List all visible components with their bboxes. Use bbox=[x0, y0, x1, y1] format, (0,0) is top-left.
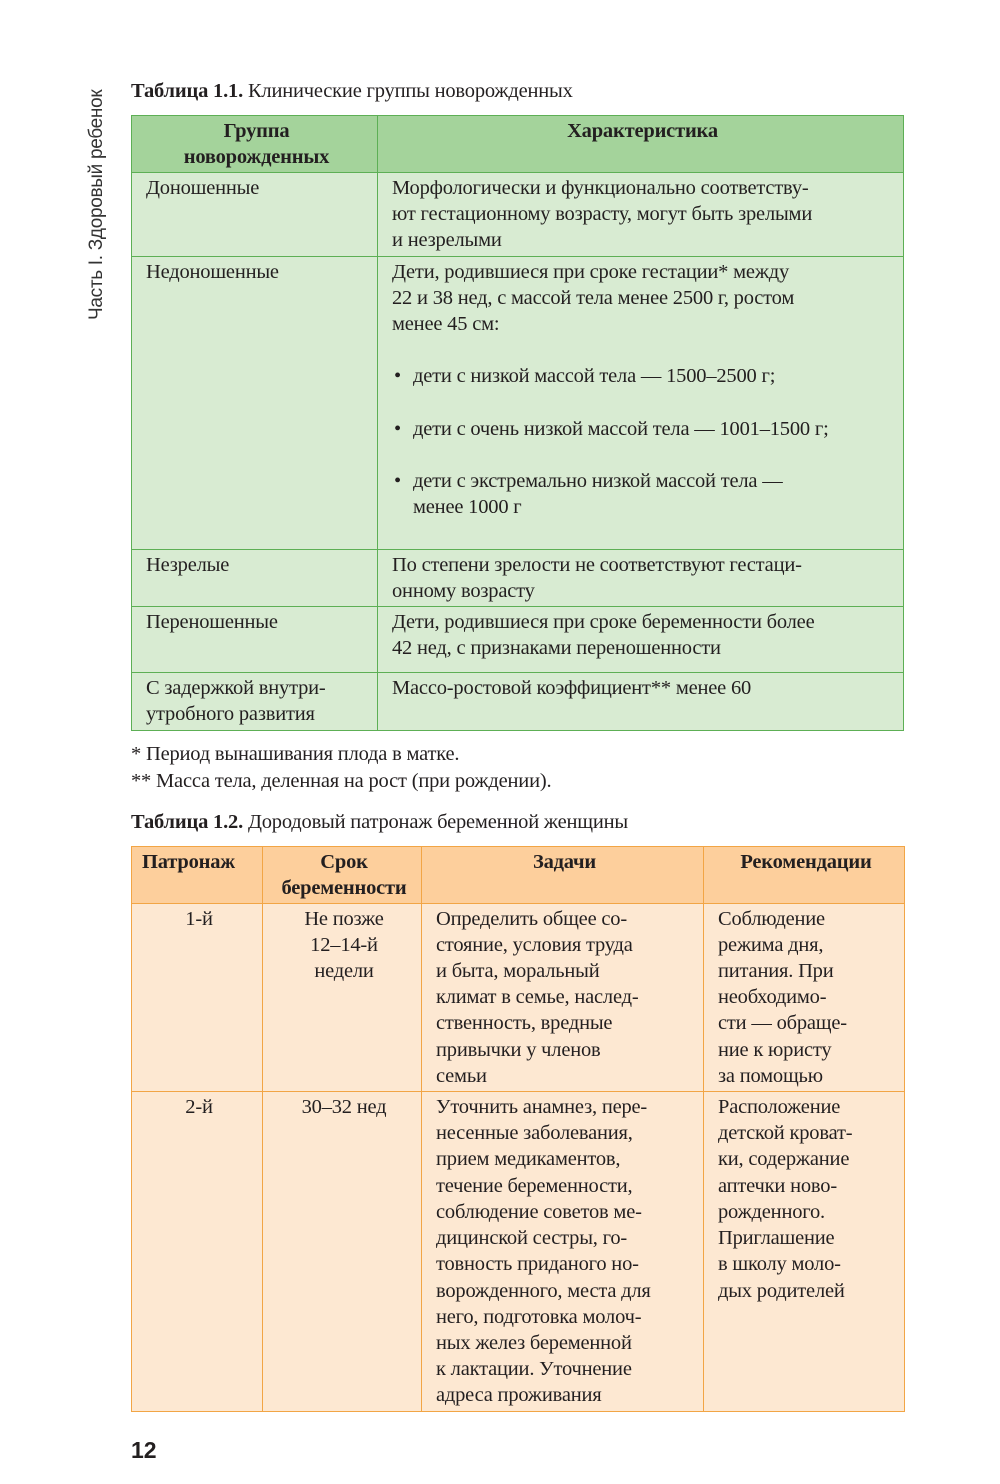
footnote: ** Масса тела, деленная на рост (при рож… bbox=[131, 769, 552, 792]
desc-cell: Морфологически и функционально соответст… bbox=[377, 172, 904, 257]
header-tasks: Задачи bbox=[421, 845, 704, 904]
header-group: Группа новорожденных bbox=[131, 115, 378, 173]
table2-caption-label: Таблица 1.2. bbox=[131, 810, 244, 833]
table1-caption-label: Таблица 1.1. bbox=[131, 80, 244, 102]
table-row: 2-й 30–32 нед Уточнить анамнез, пере- не… bbox=[131, 1091, 905, 1412]
list-item: дети с низкой массой тела — 1500–2500 г; bbox=[392, 363, 893, 389]
group-cell: Доношенные bbox=[131, 172, 378, 257]
desc-cell: Массо-ростовой коэффициент** менее 60 bbox=[377, 672, 904, 731]
list-item: дети с очень низкой массой тела — 1001–1… bbox=[392, 416, 893, 442]
group-cell: С задержкой внутри- утробного развития bbox=[131, 672, 378, 731]
table2-caption-text: Дородовый патронаж беременной женщины bbox=[243, 810, 628, 833]
header-recommendations: Рекомендации bbox=[703, 845, 905, 904]
term-cell: Не позже 12–14-й недели bbox=[262, 902, 422, 1093]
table-header-row: Группа новорожденных Характеристика bbox=[131, 115, 904, 173]
desc-cell: По степени зрелости не соответствуют гес… bbox=[377, 548, 904, 608]
running-header: Часть I. Здоровый ребенок bbox=[86, 89, 107, 320]
desc-text: Дети, родившиеся при сроке гестации* меж… bbox=[392, 260, 795, 336]
table-row: Недоношенные Дети, родившиеся при сроке … bbox=[131, 255, 904, 550]
header-characteristic: Характеристика bbox=[377, 115, 904, 173]
footnote: * Период вынашивания плода в матке. bbox=[131, 742, 460, 765]
visit-cell: 2-й bbox=[131, 1091, 263, 1412]
table-prenatal-visits: Патронаж Срок беременности Задачи Рекоме… bbox=[131, 845, 905, 1412]
tasks-cell: Уточнить анамнез, пере- несенные заболев… bbox=[421, 1091, 704, 1412]
page-content: Таблица 1.1. Клинические группы новорожд… bbox=[131, 78, 905, 1484]
table-row: С задержкой внутри- утробного развития М… bbox=[131, 672, 904, 731]
header-visit: Патронаж bbox=[131, 845, 263, 904]
recommendations-cell: Соблюдение режима дня, питания. При необ… bbox=[703, 902, 905, 1093]
group-cell: Переношенные bbox=[131, 606, 378, 674]
table2-caption: Таблица 1.2. Дородовый патронаж беременн… bbox=[131, 809, 905, 835]
group-cell: Незрелые bbox=[131, 548, 378, 608]
footnotes: * Период вынашивания плода в матке. ** М… bbox=[131, 741, 905, 795]
table-row: Незрелые По степени зрелости не соответс… bbox=[131, 548, 904, 608]
table-row: 1-й Не позже 12–14-й недели Определить о… bbox=[131, 902, 905, 1093]
term-cell: 30–32 нед bbox=[262, 1091, 422, 1412]
table-row: Переношенные Дети, родившиеся при сроке … bbox=[131, 606, 904, 674]
recommendations-cell: Расположение детской кроват- ки, содержа… bbox=[703, 1091, 905, 1412]
table-row: Доношенные Морфологически и функциональн… bbox=[131, 172, 904, 257]
desc-cell: Дети, родившиеся при сроке гестации* меж… bbox=[377, 255, 904, 550]
tasks-cell: Определить общее со- стояние, условия тр… bbox=[421, 902, 704, 1093]
table-header-row: Патронаж Срок беременности Задачи Рекоме… bbox=[131, 845, 905, 904]
visit-cell: 1-й bbox=[131, 902, 263, 1093]
desc-cell: Дети, родившиеся при сроке беременности … bbox=[377, 606, 904, 674]
list-item: дети с экстремально низкой массой тела —… bbox=[392, 468, 893, 520]
group-cell: Недоношенные bbox=[131, 255, 378, 550]
table-newborn-groups: Группа новорожденных Характеристика Доно… bbox=[131, 115, 904, 731]
bullet-list: дети с низкой массой тела — 1500–2500 г;… bbox=[392, 337, 893, 547]
page-number: 12 bbox=[131, 1436, 157, 1463]
header-term: Срок беременности bbox=[262, 845, 422, 904]
table1-caption: Таблица 1.1. Клинические группы новорожд… bbox=[131, 78, 905, 104]
table1-caption-text: Клинические группы новорожденных bbox=[243, 80, 573, 102]
